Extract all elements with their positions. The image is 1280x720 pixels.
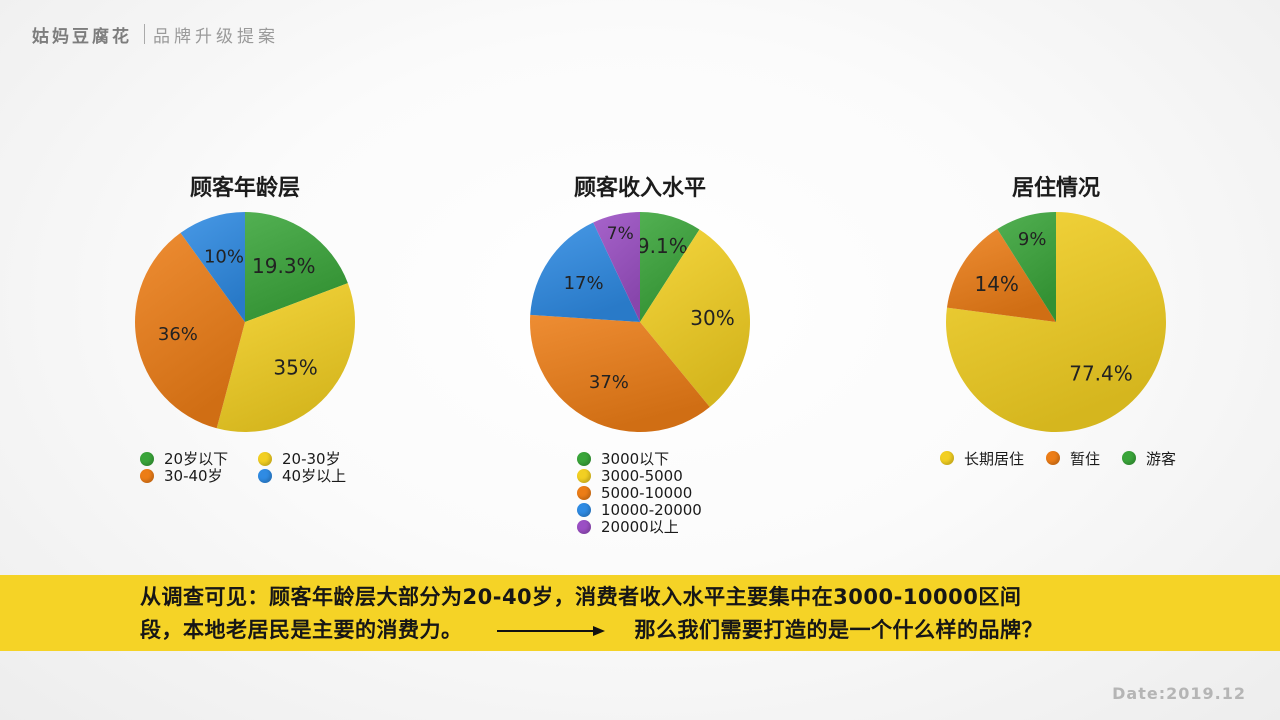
pie-slice-1-4 <box>593 212 640 322</box>
legend-swatch-icon <box>1046 451 1061 465</box>
header: 姑妈豆腐花 品牌升级提案 <box>32 22 279 47</box>
conclusion-line-2-left: 段，本地老居民是主要的消费力。 <box>140 618 463 642</box>
conclusion-line-2: 段，本地老居民是主要的消费力。 那么我们需要打造的是一个什么样的品牌？ <box>140 614 1140 647</box>
pie-slice-1-1 <box>640 229 750 408</box>
pie-slice-2-2 <box>997 212 1056 322</box>
legend-item-0-3: 40岁以上 <box>258 467 368 485</box>
legend-item-1-0: 3000以下 <box>577 450 702 468</box>
legend-label: 游客 <box>1146 449 1177 468</box>
pie-data-label-2-2: 9% <box>1018 229 1047 250</box>
legend-label: 3000-5000 <box>601 466 683 485</box>
legend-item-0-1: 20-30岁 <box>258 450 368 468</box>
pie-slice-0-0 <box>245 212 348 322</box>
pie-slice-1-0 <box>640 212 700 322</box>
chart-title-income: 顾客收入水平 <box>573 176 706 201</box>
legend-label: 20000以上 <box>601 518 679 536</box>
legend-age: 20岁以下 20-30岁 30-40岁 40岁以上 <box>140 450 368 485</box>
legend-label: 40岁以上 <box>282 467 347 485</box>
legend-item-0-2: 30-40岁 <box>140 467 258 485</box>
legend-label: 20岁以下 <box>164 450 229 468</box>
legend-label: 20-30岁 <box>282 450 341 468</box>
pie-chart-income: 9.1% 30% 37% 17% 7% <box>530 212 750 432</box>
legend-item-2-1: 暂住 <box>1046 448 1100 468</box>
pie-data-label-2-1: 14% <box>974 272 1018 296</box>
pie-slice-2-1 <box>946 228 1056 322</box>
legend-label: 3000以下 <box>601 450 670 468</box>
pie-data-label-1-3: 17% <box>564 273 604 294</box>
conclusion-text: 从调查可见：顾客年龄层大部分为20-40岁，消费者收入水平主要集中在3000-1… <box>140 581 1140 647</box>
legend-swatch-icon <box>577 502 591 517</box>
legend-label: 30-40岁 <box>164 467 223 485</box>
legend-swatch-icon <box>140 468 154 483</box>
pie-data-label-1-1: 30% <box>690 306 734 330</box>
legend-item-1-2: 5000-10000 <box>577 483 702 502</box>
legend-swatch-icon <box>577 468 591 483</box>
pie-data-label-0-1: 35% <box>273 356 317 380</box>
header-subtitle: 品牌升级提案 <box>153 26 279 47</box>
legend-label: 5000-10000 <box>601 483 693 502</box>
conclusion-line-1: 从调查可见：顾客年龄层大部分为20-40岁，消费者收入水平主要集中在3000-1… <box>140 585 1022 609</box>
pie-chart-residence: 77.4% 14% 9% <box>946 212 1167 432</box>
pie-slice-2-0 <box>946 212 1167 432</box>
legend-label: 长期居住 <box>964 449 1025 468</box>
pie-data-label-1-4: 7% <box>607 224 634 244</box>
conclusion-line-2-right: 那么我们需要打造的是一个什么样的品牌？ <box>634 618 1043 642</box>
legend-label: 10000-20000 <box>601 500 702 519</box>
legend-swatch-icon <box>1122 451 1137 465</box>
legend-item-1-4: 20000以上 <box>577 518 702 536</box>
date-label: Date:2019.12 <box>1112 684 1246 703</box>
legend-swatch-icon <box>577 519 591 534</box>
pie-slice-1-3 <box>530 222 640 322</box>
legend-swatch-icon <box>940 451 954 465</box>
pie-slice-0-2 <box>135 232 245 429</box>
legend-swatch-icon <box>258 468 272 483</box>
brand-name: 姑妈豆腐花 <box>32 26 132 47</box>
legend-swatch-icon <box>577 451 591 466</box>
legend-residence: 长期居住 暂住 游客 <box>940 448 1176 468</box>
legend-label: 暂住 <box>1070 449 1101 468</box>
legend-item-2-0: 长期居住 <box>940 448 1024 468</box>
legend-swatch-icon <box>140 451 154 466</box>
legend-swatch-icon <box>577 485 591 500</box>
legend-item-1-1: 3000-5000 <box>577 466 702 485</box>
legend-income: 3000以下 3000-5000 5000-10000 10000-20000 2000… <box>577 450 702 536</box>
header-divider <box>144 24 145 44</box>
pie-slice-1-2 <box>530 314 710 432</box>
legend-item-0-0: 20岁以下 <box>140 450 258 468</box>
chart-title-age: 顾客年龄层 <box>189 176 300 201</box>
legend-swatch-icon <box>258 451 272 466</box>
pie-data-label-2-0: 77.4% <box>1069 361 1133 385</box>
pie-chart-age: 19.3% 35% 36% 10% <box>135 212 355 432</box>
chart-title-residence: 居住情况 <box>1011 176 1100 201</box>
pie-slice-0-1 <box>216 283 355 432</box>
pie-data-label-0-3: 10% <box>204 247 244 268</box>
legend-item-1-3: 10000-20000 <box>577 500 702 519</box>
legend-item-2-2: 游客 <box>1122 448 1176 468</box>
pie-data-label-1-2: 37% <box>589 372 629 393</box>
pie-data-label-1-0: 9.1% <box>637 234 688 258</box>
conclusion-banner: 从调查可见：顾客年龄层大部分为20-40岁，消费者收入水平主要集中在3000-1… <box>0 575 1280 651</box>
pie-data-label-0-2: 36% <box>158 324 198 345</box>
right-arrow-icon <box>496 625 605 636</box>
pie-data-label-0-0: 19.3% <box>252 254 316 278</box>
pie-slice-0-3 <box>180 212 245 322</box>
